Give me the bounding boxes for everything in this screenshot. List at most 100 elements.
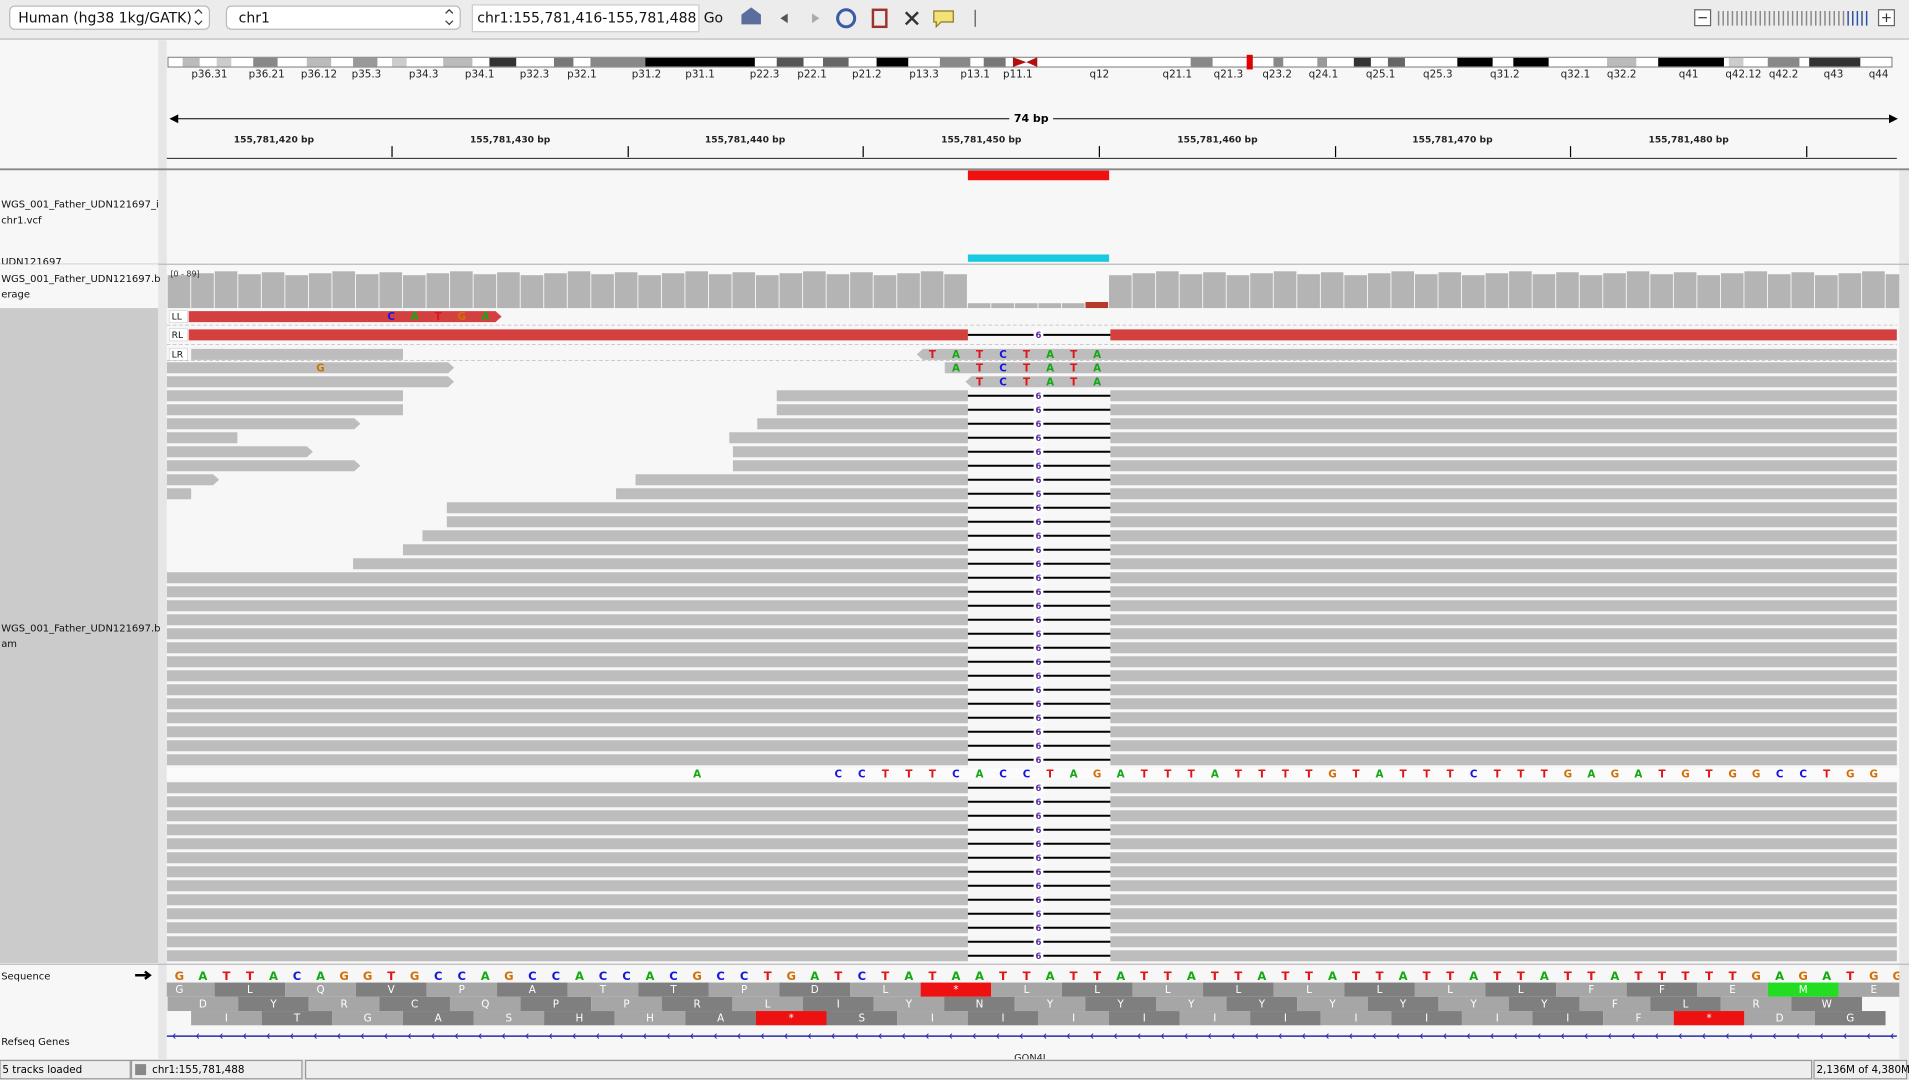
sequence-base: C: [293, 969, 301, 983]
codon: [1814, 1011, 1886, 1026]
zoom-tick: [1782, 11, 1785, 26]
sequence-base: T: [881, 969, 889, 983]
cytoband: [590, 57, 646, 67]
strand-arrow[interactable]: [135, 970, 152, 980]
zoom-tick: [1819, 11, 1822, 26]
mismatch-base: T: [976, 349, 983, 361]
codon: [685, 1011, 756, 1026]
read: [1110, 460, 1897, 472]
read: [166, 600, 968, 612]
cytoband-label: q25.3: [1423, 68, 1453, 80]
span-bg: [1009, 110, 1054, 127]
sequence-base: A: [810, 969, 819, 983]
sequence-base: T: [1023, 969, 1031, 983]
zoom-tick: [1727, 11, 1729, 26]
amino-acid: P: [553, 998, 559, 1010]
read: [166, 446, 313, 458]
strand-chevron: [1843, 1033, 1847, 1039]
strand-chevron: [666, 1033, 670, 1039]
cytoband-label: q24.1: [1309, 68, 1339, 80]
coverage-bar: [214, 271, 238, 309]
amino-acid: Y: [1470, 998, 1478, 1010]
amino-acid: T: [293, 1013, 301, 1025]
codon: [1108, 1011, 1180, 1026]
cytoband: [392, 57, 407, 67]
cytoband-label: p31.2: [632, 68, 662, 80]
deletion-label: 6: [1036, 462, 1042, 472]
popup-icon[interactable]: [933, 10, 954, 29]
mismatch-base: A: [411, 311, 419, 323]
deletion-label: 6: [1036, 546, 1042, 556]
cytoband: [1190, 57, 1213, 67]
mismatch-base: C: [952, 768, 960, 780]
locus-text: chr1:155,781,416-155,781,488: [477, 10, 696, 26]
strand-chevron: [1113, 1033, 1118, 1039]
coverage-bar: [1273, 271, 1297, 309]
sequence-base: A: [1775, 969, 1784, 983]
strand-chevron: [1631, 1033, 1635, 1039]
ruler-tick-label: 155,781,480 bp: [1648, 136, 1729, 146]
deletion-label: 6: [1036, 448, 1042, 458]
cytoband: [182, 57, 200, 67]
chromosome-dropdown[interactable]: [225, 5, 461, 30]
coverage-bar: [544, 273, 567, 309]
strand-chevron: [854, 1033, 859, 1039]
coverage-bar: [497, 272, 520, 309]
forward-icon[interactable]: [812, 13, 820, 24]
codon: [567, 982, 639, 997]
amino-acid: L: [1024, 984, 1030, 996]
scrollbar[interactable]: [1899, 170, 1909, 1060]
strand-chevron: [925, 1033, 929, 1039]
mismatch-base: T: [1164, 768, 1171, 780]
refresh-icon[interactable]: [836, 8, 857, 29]
amino-acid: L: [1094, 984, 1100, 996]
read: [166, 810, 968, 822]
strand-chevron: [713, 1033, 717, 1039]
mismatch-base: G: [457, 311, 465, 323]
deletion-label: 6: [1036, 630, 1042, 640]
zoom-tick: [1856, 11, 1859, 26]
read: [166, 782, 968, 794]
resize-icon[interactable]: [904, 11, 919, 26]
cytoband-label: p11.1: [1003, 68, 1033, 80]
deletion-label-bg: [1033, 936, 1044, 947]
amino-acid: T: [669, 984, 677, 996]
strand-chevron: [548, 1033, 553, 1039]
go-button[interactable]: Go: [704, 10, 723, 26]
cytoband: [1607, 57, 1637, 67]
sequence-base: G: [1893, 969, 1902, 983]
ruler-span: 74 bp: [1014, 112, 1049, 125]
mismatch-base: T: [1658, 768, 1665, 780]
amino-acid: Y: [1540, 998, 1548, 1010]
read: [166, 376, 455, 388]
codon: [332, 1011, 403, 1026]
zoom-widget[interactable]: [1694, 9, 1895, 27]
read: [1110, 432, 1897, 444]
back-icon[interactable]: [780, 13, 788, 24]
locus-box[interactable]: [471, 4, 700, 33]
mismatch-base: C: [999, 376, 1007, 388]
strand-chevron: [1042, 1033, 1047, 1039]
status-position: chr1:155,781,488: [152, 1064, 244, 1076]
read: [1110, 684, 1897, 696]
zoom-tick: [1777, 11, 1780, 26]
read: [353, 558, 968, 570]
strand-chevron: [195, 1033, 200, 1039]
codon: [638, 982, 709, 997]
amino-acid: Y: [1187, 998, 1195, 1010]
codon: [1250, 1011, 1321, 1026]
codon: [732, 996, 803, 1012]
sequence-base: T: [1093, 969, 1101, 983]
codon: [614, 1011, 686, 1026]
strand-chevron: [995, 1033, 1000, 1039]
codon: [473, 1011, 545, 1026]
genome-dropdown[interactable]: [9, 5, 211, 30]
strand-chevron: [336, 1033, 341, 1039]
roi-icon[interactable]: [871, 8, 888, 29]
track-name: Refseq Genes: [1, 1037, 69, 1048]
variant: [967, 170, 1110, 181]
ruler-tick-label: 155,781,460 bp: [1177, 136, 1258, 146]
deletion-label-bg: [1033, 852, 1044, 863]
home-icon[interactable]: [741, 7, 761, 25]
read: [1110, 544, 1897, 556]
